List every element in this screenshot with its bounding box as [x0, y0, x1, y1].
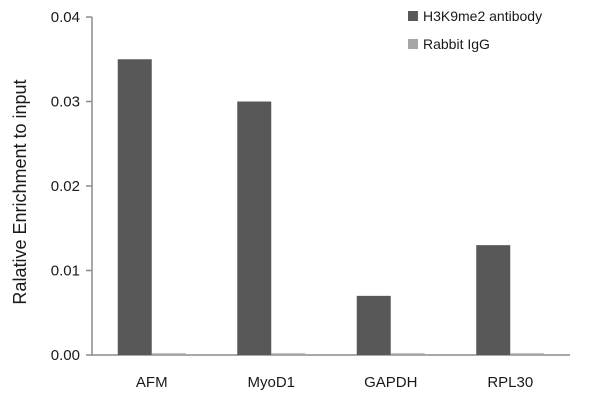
legend-swatch	[408, 11, 418, 21]
y-tick-label: 0.04	[51, 9, 80, 26]
x-tick-label: RPL30	[487, 374, 533, 391]
y-axis-label: Ralative Enrichment to input	[10, 79, 30, 304]
bar-myod1-series-2	[271, 353, 306, 355]
bar-myod1-series-1	[237, 101, 272, 355]
bar-afm-series-1	[117, 59, 152, 355]
y-tick-label: 0.03	[51, 94, 80, 111]
bar-gapdh-series-2	[390, 353, 425, 355]
y-tick-label: 0.01	[51, 263, 80, 280]
legend: H3K9me2 antibody Rabbit IgG	[408, 8, 542, 52]
legend-label: Rabbit IgG	[423, 36, 490, 52]
x-tick-label: MyoD1	[247, 374, 295, 391]
bar-rpl30-series-1	[476, 245, 511, 355]
bar-gapdh-series-1	[356, 295, 391, 355]
y-tick-label: 0.00	[51, 347, 80, 364]
y-tick-label: 0.02	[51, 178, 80, 195]
category-labels: AFM MyoD1 GAPDH RPL30	[136, 374, 533, 391]
bars	[117, 59, 545, 355]
y-axis: 0.00 0.01 0.02 0.03 0.04	[51, 9, 93, 364]
legend-label: H3K9me2 antibody	[423, 8, 542, 24]
x-tick-label: AFM	[136, 374, 168, 391]
bar-afm-series-2	[151, 353, 186, 355]
bar-rpl30-series-2	[510, 353, 545, 355]
x-tick-label: GAPDH	[364, 374, 417, 391]
legend-swatch	[408, 39, 418, 49]
